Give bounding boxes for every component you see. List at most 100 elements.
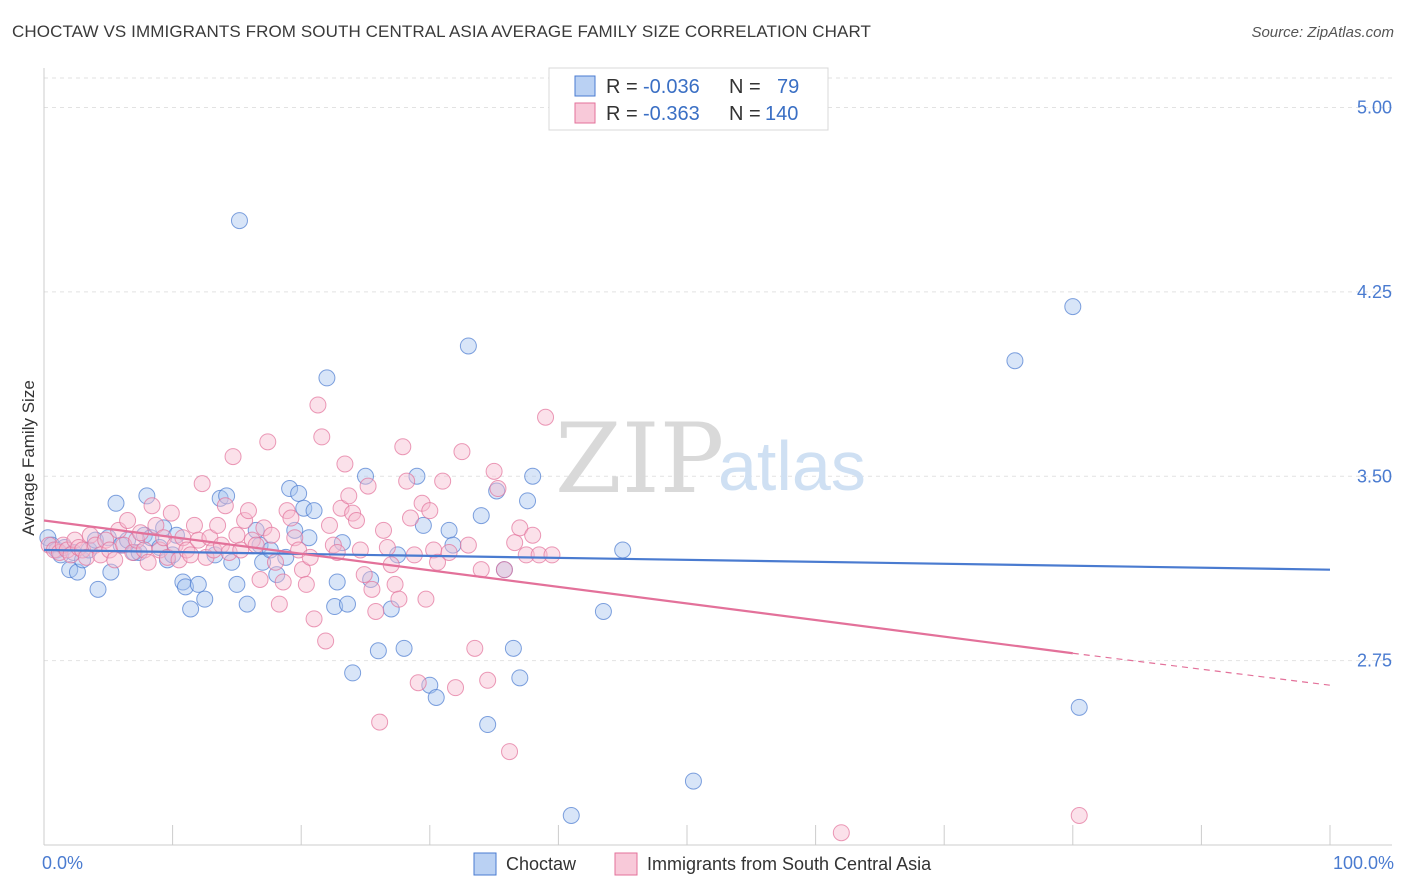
point-immigrants bbox=[309, 396, 327, 414]
chart-source: Source: ZipAtlas.com bbox=[1251, 24, 1394, 41]
point-immigrants bbox=[224, 448, 242, 466]
point-immigrants bbox=[489, 480, 507, 498]
y-axis-label: Average Family Size bbox=[19, 380, 38, 536]
legend-box: R = -0.036 N = 79 R = -0.363 N = 140 bbox=[548, 67, 829, 131]
point-immigrants bbox=[139, 553, 157, 571]
point-immigrants bbox=[282, 509, 300, 527]
point-immigrants bbox=[440, 543, 458, 561]
point-immigrants bbox=[495, 561, 513, 579]
point-choctaw bbox=[479, 716, 497, 734]
point-choctaw bbox=[562, 807, 580, 824]
watermark-zip: ZIP bbox=[555, 403, 724, 515]
bottom-legend-swatch-choctaw bbox=[473, 852, 497, 876]
point-immigrants bbox=[239, 502, 257, 520]
point-immigrants bbox=[530, 546, 548, 564]
point-immigrants bbox=[459, 536, 477, 554]
trend-lines bbox=[43, 519, 1331, 686]
point-immigrants bbox=[447, 679, 465, 697]
point-immigrants bbox=[355, 566, 373, 584]
point-choctaw bbox=[189, 575, 207, 593]
point-choctaw bbox=[369, 642, 387, 660]
point-choctaw bbox=[504, 639, 522, 657]
point-choctaw bbox=[1070, 698, 1088, 716]
point-immigrants bbox=[228, 526, 246, 544]
point-immigrants bbox=[119, 512, 137, 529]
x-tick-label: 0.0% bbox=[42, 853, 83, 873]
point-choctaw bbox=[594, 602, 612, 620]
legend-r-value-immigrants: -0.363 bbox=[643, 103, 700, 125]
point-immigrants bbox=[313, 428, 331, 446]
point-immigrants bbox=[106, 551, 124, 569]
point-immigrants bbox=[320, 516, 338, 534]
point-immigrants bbox=[506, 534, 524, 552]
point-immigrants bbox=[305, 610, 323, 628]
point-immigrants bbox=[394, 438, 412, 456]
point-choctaw bbox=[684, 772, 702, 790]
point-choctaw bbox=[182, 600, 200, 618]
point-immigrants bbox=[517, 546, 535, 564]
point-immigrants bbox=[317, 632, 335, 650]
point-immigrants bbox=[236, 512, 254, 529]
point-immigrants bbox=[336, 455, 354, 473]
point-choctaw bbox=[305, 502, 323, 520]
legend-swatch-choctaw bbox=[574, 75, 596, 97]
point-immigrants bbox=[97, 531, 115, 549]
point-choctaw bbox=[223, 553, 241, 571]
point-immigrants bbox=[363, 580, 381, 598]
point-immigrants bbox=[1070, 807, 1088, 824]
point-choctaw bbox=[138, 487, 156, 505]
bottom-legend-label-immigrants: Immigrants from South Central Asia bbox=[647, 854, 932, 874]
point-immigrants bbox=[434, 472, 452, 490]
y-tick-label: 5.00 bbox=[1357, 98, 1392, 118]
watermark-atlas: atlas bbox=[718, 427, 866, 505]
trend-line-immigrants bbox=[43, 519, 1073, 655]
y-tick-label: 3.50 bbox=[1357, 466, 1392, 486]
point-choctaw bbox=[440, 521, 458, 539]
legend-swatch-immigrants bbox=[574, 102, 596, 124]
bottom-legend: Choctaw Immigrants from South Central As… bbox=[473, 852, 932, 876]
point-immigrants bbox=[485, 462, 503, 480]
point-immigrants bbox=[511, 519, 529, 537]
point-choctaw bbox=[1064, 298, 1082, 316]
point-immigrants bbox=[77, 548, 95, 566]
point-choctaw bbox=[326, 598, 344, 616]
point-immigrants bbox=[185, 516, 203, 534]
grid-lines bbox=[44, 77, 1392, 662]
point-choctaw bbox=[238, 595, 256, 613]
legend-n-label-choctaw: N = bbox=[729, 76, 761, 98]
point-immigrants bbox=[162, 504, 180, 522]
point-immigrants bbox=[209, 516, 227, 534]
point-immigrants bbox=[390, 590, 408, 608]
point-choctaw bbox=[519, 492, 537, 510]
legend-n-value-choctaw: 79 bbox=[777, 76, 799, 98]
point-immigrants bbox=[182, 546, 200, 564]
point-choctaw bbox=[318, 369, 336, 387]
point-immigrants bbox=[247, 536, 265, 554]
point-choctaw bbox=[459, 337, 477, 355]
legend-r-label-immigrants: R = bbox=[606, 103, 638, 125]
point-immigrants bbox=[375, 521, 393, 539]
point-immigrants bbox=[524, 526, 542, 544]
point-choctaw bbox=[338, 595, 356, 613]
y-tick-label: 2.75 bbox=[1357, 651, 1392, 671]
point-immigrants bbox=[274, 573, 292, 591]
point-immigrants bbox=[216, 497, 234, 515]
point-immigrants bbox=[251, 571, 269, 588]
x-tick-labels: 0.0% 100.0% bbox=[42, 853, 1394, 873]
point-immigrants bbox=[143, 497, 161, 515]
point-immigrants bbox=[421, 502, 439, 520]
trend-line-choctaw bbox=[43, 548, 1331, 571]
point-immigrants bbox=[259, 433, 277, 451]
point-choctaw bbox=[107, 494, 125, 512]
legend-r-value-choctaw: -0.036 bbox=[643, 76, 700, 98]
point-choctaw bbox=[357, 467, 374, 485]
point-immigrants bbox=[543, 546, 561, 564]
point-immigrants bbox=[398, 472, 416, 490]
point-choctaw bbox=[176, 578, 194, 596]
bottom-legend-swatch-immigrants bbox=[614, 852, 638, 876]
point-immigrants bbox=[386, 575, 404, 593]
legend-n-label-immigrants: N = bbox=[729, 103, 761, 125]
point-immigrants bbox=[297, 575, 315, 593]
point-immigrants bbox=[115, 536, 133, 554]
